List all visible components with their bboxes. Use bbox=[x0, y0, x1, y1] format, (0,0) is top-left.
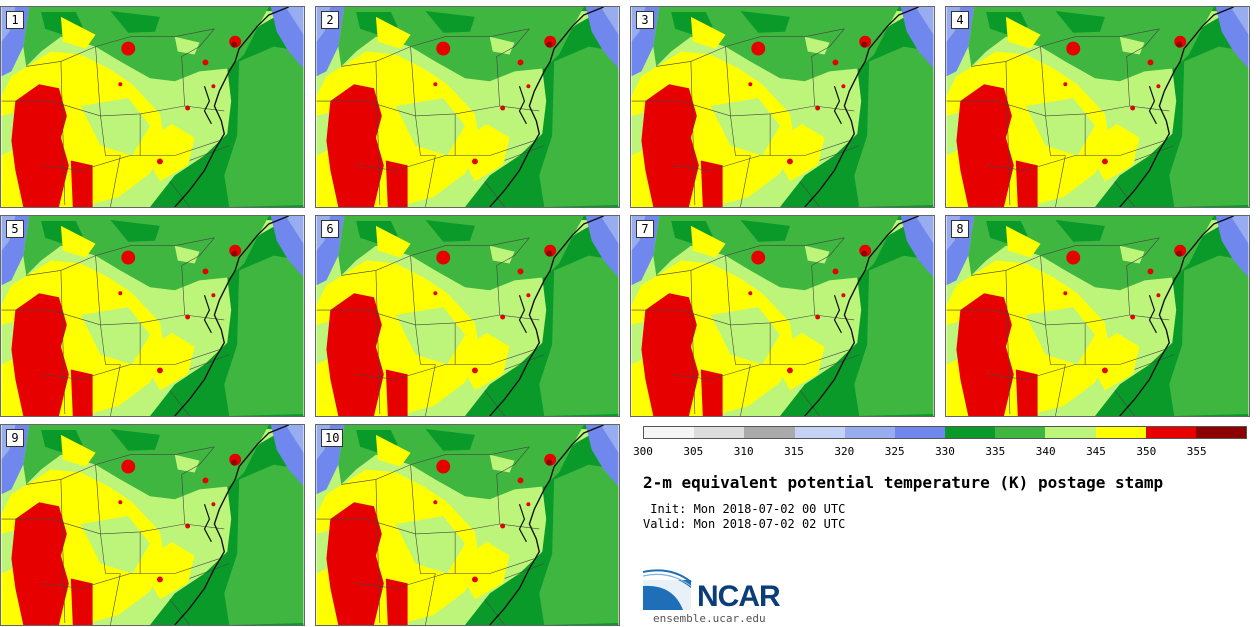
ncar-logo-icon bbox=[643, 569, 692, 610]
colorbar-tick-label: 330 bbox=[935, 445, 955, 458]
colorbar-tick-label: 345 bbox=[1086, 445, 1106, 458]
member-label-9: 9 bbox=[6, 429, 24, 447]
ncar-logo-text: NCAR bbox=[697, 580, 781, 613]
colorbar-swatch-10 bbox=[1145, 427, 1196, 438]
member-panel-8: 8 bbox=[945, 215, 1250, 417]
colorbar-swatch-7 bbox=[995, 427, 1046, 438]
member-panel-9: 9 bbox=[0, 424, 305, 626]
member-panel-1: 1 bbox=[0, 6, 305, 208]
init-time: Init: Mon 2018-07-02 00 UTC bbox=[643, 502, 846, 516]
member-label-2: 2 bbox=[321, 11, 339, 29]
member-map-8 bbox=[946, 216, 1249, 416]
member-panel-7: 7 bbox=[630, 215, 935, 417]
ensemble-url: ensemble.ucar.edu bbox=[653, 612, 766, 625]
colorbar-swatch-8 bbox=[1045, 427, 1096, 438]
colorbar-swatch-5 bbox=[894, 427, 946, 438]
member-panel-4: 4 bbox=[945, 6, 1250, 208]
colorbar-swatch-4 bbox=[844, 427, 895, 438]
member-label-10: 10 bbox=[321, 429, 344, 447]
colorbar-tick-label: 335 bbox=[985, 445, 1006, 458]
member-label-4: 4 bbox=[951, 11, 969, 29]
member-label-6: 6 bbox=[321, 220, 339, 238]
colorbar-tick-label: 340 bbox=[1035, 445, 1056, 458]
member-map-3 bbox=[631, 7, 934, 207]
colorbar-swatch-3 bbox=[794, 427, 845, 438]
colorbar-tick-label: 300 bbox=[633, 445, 653, 458]
member-panel-2: 2 bbox=[315, 6, 620, 208]
member-map-1 bbox=[1, 7, 304, 207]
colorbar bbox=[643, 426, 1247, 439]
colorbar-swatch-9 bbox=[1095, 427, 1146, 438]
colorbar-swatch-1 bbox=[694, 427, 745, 438]
member-map-7 bbox=[631, 216, 934, 416]
colorbar-swatch-6 bbox=[945, 427, 996, 438]
valid-time: Valid: Mon 2018-07-02 02 UTC bbox=[643, 517, 846, 531]
colorbar-swatch-2 bbox=[744, 427, 795, 438]
plot-title: 2-m equivalent potential temperature (K)… bbox=[643, 473, 1164, 492]
member-map-4 bbox=[946, 7, 1249, 207]
member-label-1: 1 bbox=[6, 11, 24, 29]
member-panel-10: 10 bbox=[315, 424, 620, 626]
member-label-8: 8 bbox=[951, 220, 969, 238]
colorbar-tick-label: 315 bbox=[784, 445, 804, 458]
colorbar-tick-label: 355 bbox=[1186, 445, 1207, 458]
member-panel-5: 5 bbox=[0, 215, 305, 417]
colorbar-swatch-0 bbox=[644, 427, 695, 438]
member-map-9 bbox=[1, 425, 304, 625]
member-label-3: 3 bbox=[636, 11, 654, 29]
colorbar-tick-label: 310 bbox=[733, 445, 754, 458]
colorbar-swatch-11 bbox=[1195, 427, 1247, 438]
member-panel-3: 3 bbox=[630, 6, 935, 208]
member-panel-6: 6 bbox=[315, 215, 620, 417]
member-label-7: 7 bbox=[636, 220, 654, 238]
member-map-5 bbox=[1, 216, 304, 416]
colorbar-tick-label: 305 bbox=[683, 445, 704, 458]
member-map-2 bbox=[316, 7, 619, 207]
colorbar-tick-label: 325 bbox=[884, 445, 905, 458]
colorbar-tick-label: 320 bbox=[834, 445, 855, 458]
colorbar-tick-label: 350 bbox=[1136, 445, 1157, 458]
member-label-5: 5 bbox=[6, 220, 24, 238]
member-map-6 bbox=[316, 216, 619, 416]
member-map-10 bbox=[316, 425, 619, 625]
